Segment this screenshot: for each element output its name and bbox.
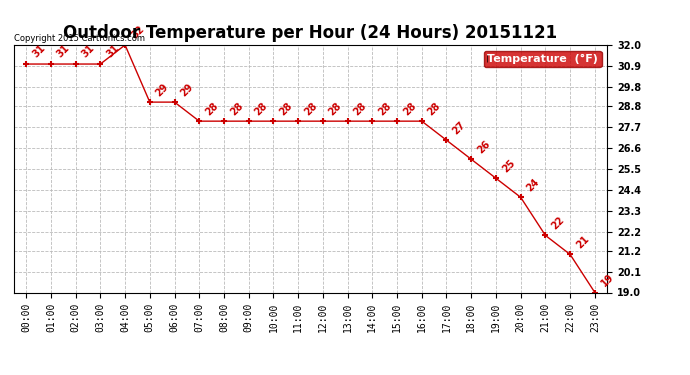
Legend: Temperature  (°F): Temperature (°F) xyxy=(484,51,602,67)
Text: 28: 28 xyxy=(401,100,418,117)
Text: 31: 31 xyxy=(104,43,121,60)
Text: 28: 28 xyxy=(327,100,344,117)
Text: 29: 29 xyxy=(154,81,170,98)
Text: 28: 28 xyxy=(228,100,245,117)
Text: 28: 28 xyxy=(377,100,393,117)
Text: 31: 31 xyxy=(55,43,72,60)
Text: 24: 24 xyxy=(525,177,542,193)
Text: 28: 28 xyxy=(253,100,270,117)
Text: 28: 28 xyxy=(204,100,220,117)
Text: 32: 32 xyxy=(129,24,146,41)
Text: 31: 31 xyxy=(80,43,97,60)
Text: 19: 19 xyxy=(599,272,615,288)
Text: 28: 28 xyxy=(352,100,368,117)
Text: 25: 25 xyxy=(500,158,517,174)
Text: 28: 28 xyxy=(426,100,442,117)
Text: 27: 27 xyxy=(451,119,467,136)
Text: 31: 31 xyxy=(30,43,47,60)
Text: Copyright 2015 Cartronics.com: Copyright 2015 Cartronics.com xyxy=(14,33,145,42)
Text: 26: 26 xyxy=(475,138,492,155)
Text: 21: 21 xyxy=(574,234,591,250)
Text: 28: 28 xyxy=(302,100,319,117)
Text: 29: 29 xyxy=(179,81,195,98)
Title: Outdoor Temperature per Hour (24 Hours) 20151121: Outdoor Temperature per Hour (24 Hours) … xyxy=(63,24,558,42)
Text: 28: 28 xyxy=(277,100,294,117)
Text: 22: 22 xyxy=(549,214,566,231)
